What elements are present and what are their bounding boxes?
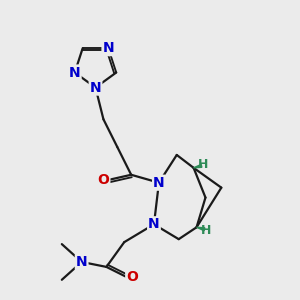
Polygon shape — [194, 164, 202, 168]
Text: H: H — [198, 158, 208, 171]
Text: N: N — [153, 176, 165, 190]
Text: H: H — [200, 224, 211, 237]
Text: N: N — [90, 81, 101, 94]
Polygon shape — [196, 227, 205, 231]
Text: N: N — [148, 217, 160, 231]
Text: N: N — [103, 41, 114, 55]
Text: O: O — [98, 173, 110, 187]
Text: N: N — [69, 65, 81, 80]
Text: N: N — [76, 255, 88, 269]
Text: O: O — [126, 270, 138, 284]
